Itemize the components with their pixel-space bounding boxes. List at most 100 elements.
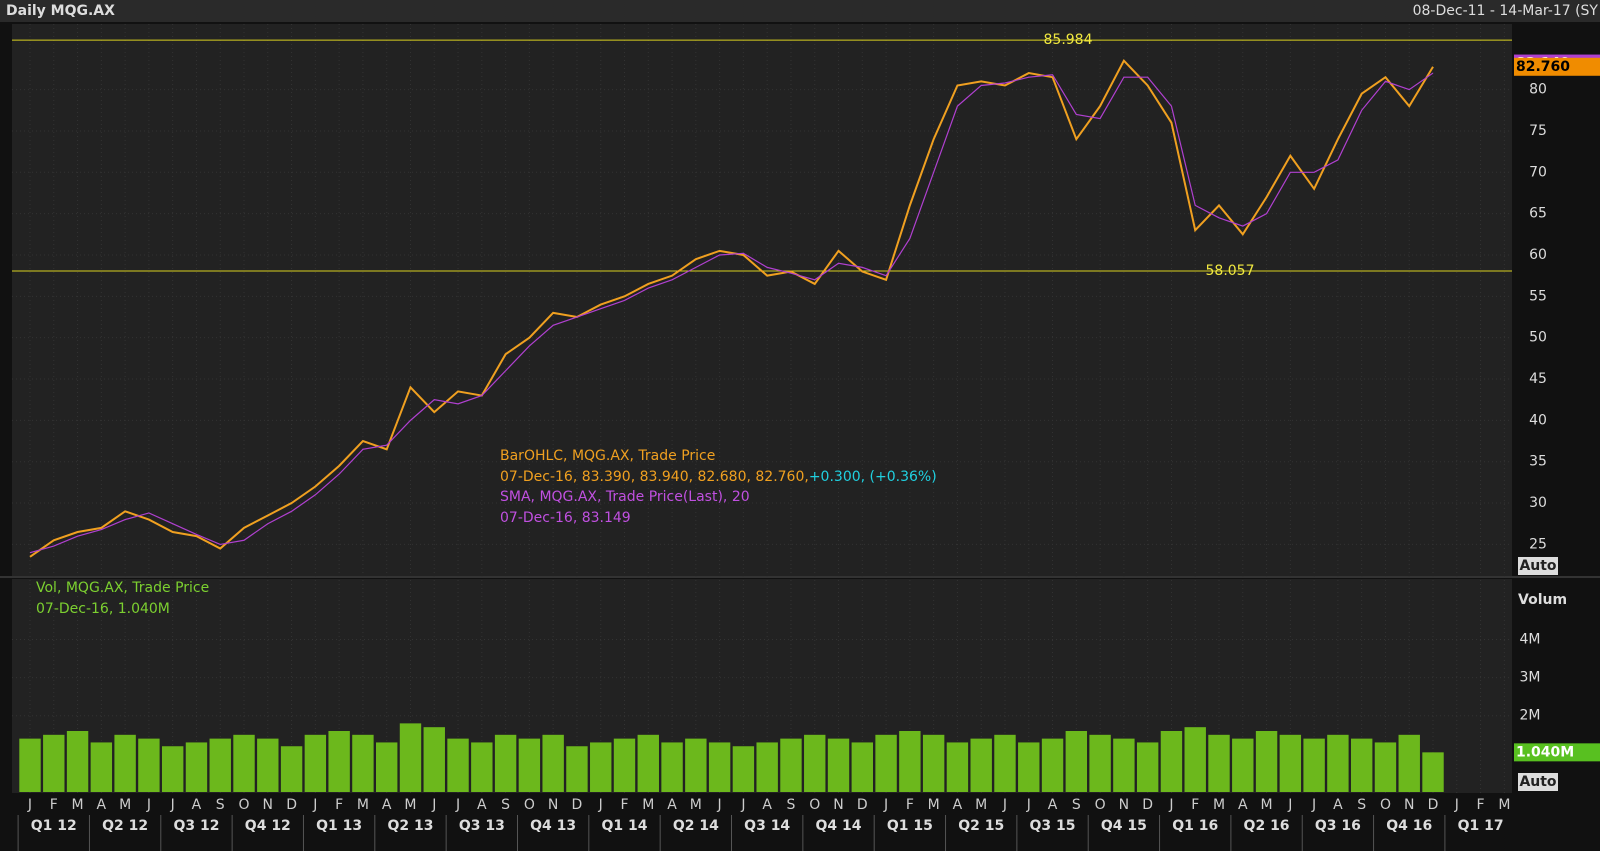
x-tick-label: A (762, 797, 772, 813)
x-tick-label: F (50, 797, 58, 813)
y-tick-label: 40 (1529, 412, 1547, 428)
volume-bar (185, 742, 208, 792)
x-tick-label: N (1404, 797, 1414, 813)
x-tick-label: J (740, 797, 745, 813)
quarter-label: Q4 12 (245, 818, 291, 834)
x-tick-label: O (809, 797, 820, 813)
volume-bar (1279, 734, 1302, 792)
volume-bar (946, 742, 969, 792)
volume-bar (542, 734, 564, 792)
x-tick-label: J (1454, 797, 1459, 813)
quarter-label: Q4 16 (1386, 818, 1432, 834)
x-tick-label: A (1048, 797, 1058, 813)
x-tick-label: F (335, 797, 343, 813)
volume-bar (518, 738, 541, 792)
volume-bar (1398, 734, 1420, 792)
x-tick-label: N (263, 797, 273, 813)
volume-bar (1208, 734, 1230, 792)
x-tick-label: J (170, 797, 175, 813)
volume-bar (1065, 730, 1088, 792)
volume-bar (1303, 738, 1325, 792)
volume-bar (804, 734, 826, 792)
x-tick-label: S (216, 797, 225, 813)
x-tick-label: F (620, 797, 628, 813)
x-tick-label: M (975, 797, 987, 813)
volume-bar (827, 738, 850, 792)
volume-bar (1113, 738, 1135, 792)
volume-bar (1350, 738, 1373, 792)
sma-line (29, 72, 1434, 554)
x-tick-label: J (717, 797, 722, 813)
quarter-label: Q4 13 (530, 818, 576, 834)
auto-button-box (1518, 773, 1558, 791)
level-label: 85.984 (1044, 32, 1093, 48)
quarter-label: Q1 17 (1458, 818, 1504, 834)
y-tick-label: 3M (1520, 670, 1541, 686)
volume-bar (970, 738, 992, 792)
volume-bar (447, 738, 469, 792)
quarter-label: Q3 13 (459, 818, 505, 834)
title-bar (0, 0, 1600, 22)
x-tick-label: F (1477, 797, 1485, 813)
y-tick-label: 35 (1529, 454, 1547, 470)
volume-bar (1422, 752, 1444, 792)
chart-title: Daily MQG.AX (6, 3, 115, 19)
volume-bar (1184, 727, 1206, 792)
volume-bar (209, 738, 231, 792)
x-tick-label: M (357, 797, 369, 813)
legend-line: Vol, MQG.AX, Trade Price (36, 580, 209, 596)
volume-bar (637, 734, 659, 792)
volume-bar (875, 734, 897, 792)
volume-bar (1327, 734, 1349, 792)
volume-bar (138, 738, 160, 792)
y-tick-label: 50 (1529, 330, 1547, 346)
legend-text: BarOHLC, MQG.AX, Trade Price (500, 448, 715, 464)
x-tick-label: J (1002, 797, 1007, 813)
y-tick-label: 60 (1529, 247, 1547, 263)
volume-bar (780, 738, 802, 792)
volume-bar (590, 742, 612, 792)
volume-bar (613, 738, 636, 792)
volume-bar (352, 734, 374, 792)
volume-bar (1255, 730, 1278, 792)
x-tick-label: S (1072, 797, 1081, 813)
volume-bar (304, 734, 327, 792)
price-line (29, 58, 1434, 558)
volume-bar (19, 738, 41, 792)
x-tick-label: A (953, 797, 963, 813)
volume-bar (423, 727, 445, 792)
y-tick-label: 30 (1529, 495, 1547, 511)
volume-bar (1089, 734, 1111, 792)
x-tick-label: D (1142, 797, 1153, 813)
quarter-label: Q2 15 (958, 818, 1004, 834)
x-tick-label: J (312, 797, 317, 813)
x-tick-label: J (1026, 797, 1031, 813)
volume-bar (732, 746, 755, 792)
x-tick-label: A (1238, 797, 1248, 813)
x-tick-label: A (97, 797, 107, 813)
x-tick-label: O (524, 797, 535, 813)
y-tick-label: 70 (1529, 164, 1547, 180)
x-tick-label: D (572, 797, 583, 813)
x-tick-label: M (642, 797, 654, 813)
volume-bar (257, 738, 279, 792)
quarter-label: Q1 13 (316, 818, 362, 834)
x-tick-label: S (787, 797, 796, 813)
x-tick-label: M (1261, 797, 1273, 813)
volume-bar (661, 742, 683, 792)
x-tick-label: A (477, 797, 487, 813)
quarter-label: Q3 14 (744, 818, 790, 834)
volume-bar (1041, 738, 1064, 792)
x-tick-label: A (192, 797, 202, 813)
volume-bar (685, 738, 707, 792)
level-label: 58.057 (1206, 263, 1255, 279)
volume-bar (471, 742, 493, 792)
volume-bar (708, 742, 731, 792)
x-tick-label: D (857, 797, 868, 813)
y-tick-label: 55 (1529, 288, 1547, 304)
volume-bar (851, 742, 874, 792)
x-tick-label: M (1498, 797, 1510, 813)
x-tick-label: A (382, 797, 392, 813)
volume-bar (1136, 742, 1159, 792)
